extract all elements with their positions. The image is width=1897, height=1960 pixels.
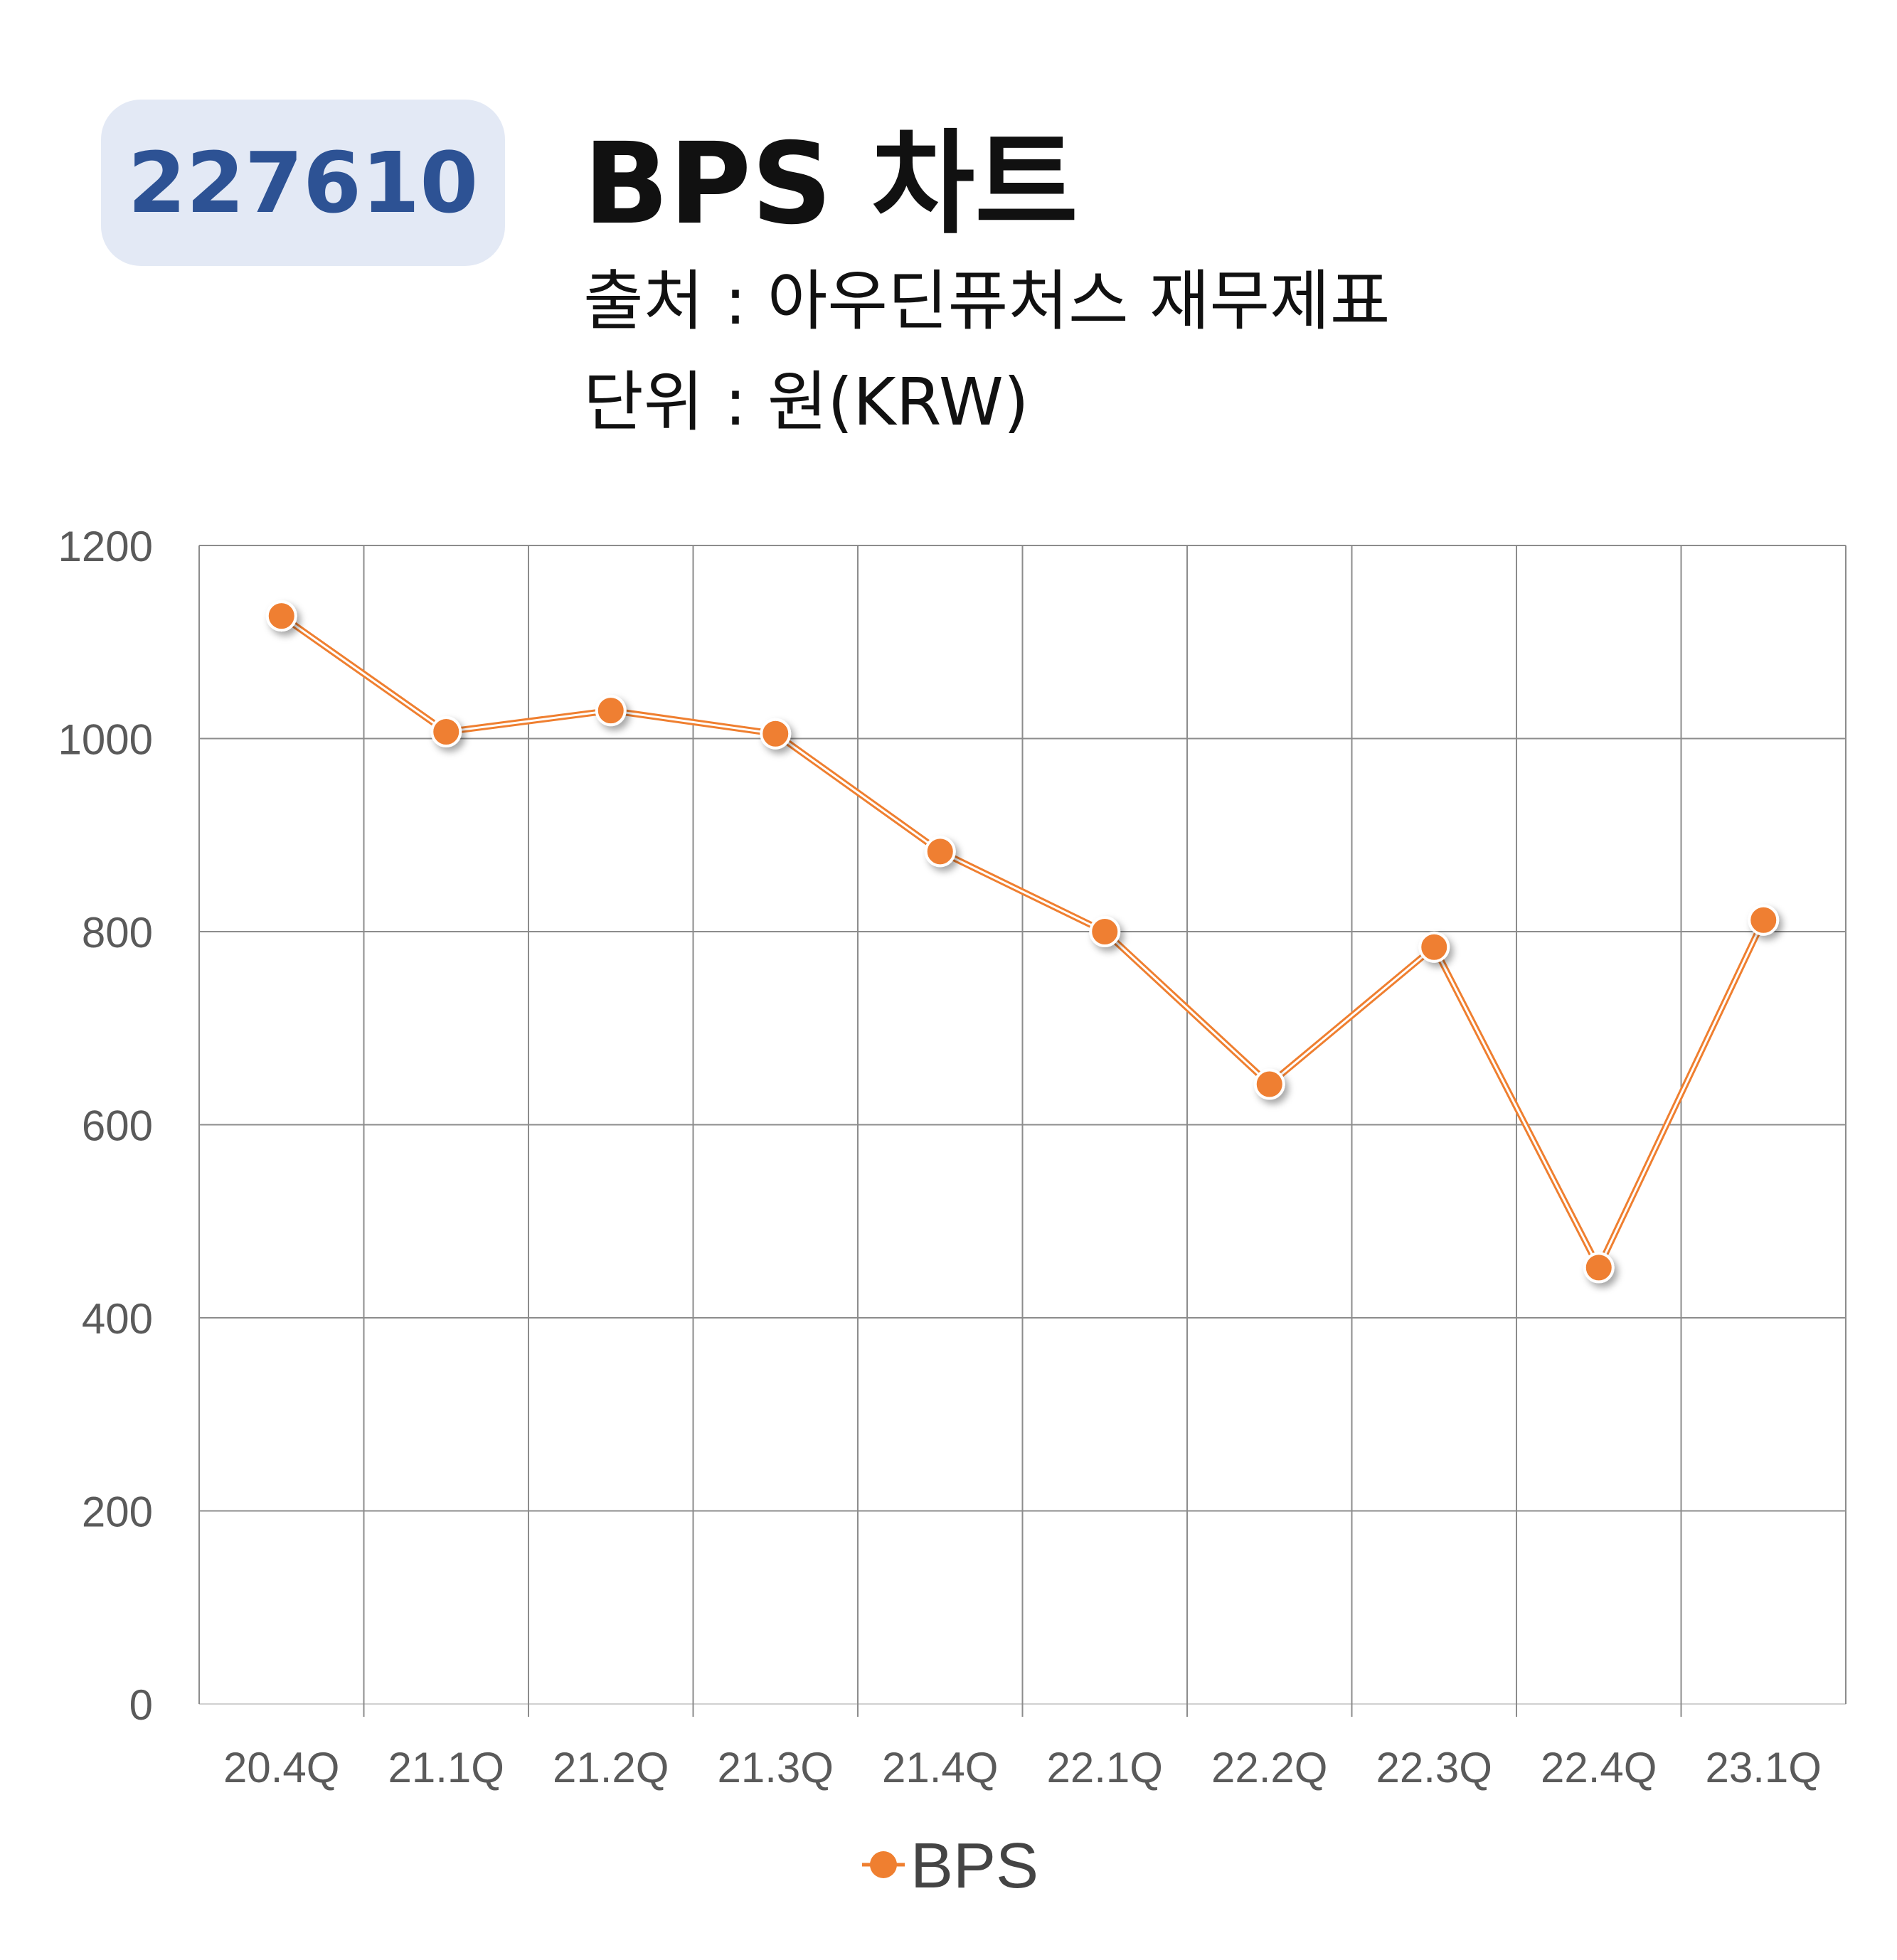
data-point [1253, 1068, 1285, 1100]
x-tick-label: 20.4Q [223, 1744, 339, 1791]
y-tick-label: 400 [82, 1295, 153, 1343]
x-tick-label: 22.4Q [1541, 1744, 1657, 1791]
stock-code: 227610 [127, 134, 479, 232]
x-tick-label: 21.1Q [388, 1744, 504, 1791]
data-point [1418, 931, 1450, 963]
series-line-inner [280, 614, 1765, 1269]
y-tick-label: 600 [82, 1102, 153, 1150]
x-tick-label: 22.1Q [1047, 1744, 1163, 1791]
unit-line: 단위 : 원(KRW) [583, 364, 1029, 440]
y-tick-label: 0 [129, 1681, 153, 1729]
data-point [595, 695, 627, 727]
x-tick-label: 21.3Q [718, 1744, 834, 1791]
y-tick-label: 1000 [58, 716, 153, 764]
x-tick-label: 22.2Q [1211, 1744, 1327, 1791]
chart-grid [198, 545, 1846, 1717]
chart-title: BPS 차트 [583, 119, 1078, 250]
legend: BPS [862, 1831, 1038, 1902]
x-axis-ticks: 20.4Q 21.1Q 21.2Q 21.3Q 21.4Q 22.1Q 22.2Q 22.3Q… [223, 1744, 1822, 1791]
data-point [1583, 1252, 1615, 1284]
data-point [430, 715, 462, 747]
data-point [265, 600, 297, 632]
data-point [1748, 904, 1780, 936]
y-tick-label: 1200 [58, 523, 153, 570]
x-tick-label: 21.2Q [553, 1744, 669, 1791]
legend-label: BPS [910, 1831, 1038, 1902]
data-point [1089, 916, 1121, 947]
data-point [760, 718, 792, 750]
stock-code-badge: 227610 [101, 100, 505, 266]
source-line: 출처 : 아우딘퓨처스 재무제표 [583, 263, 1391, 339]
x-tick-label: 23.1Q [1706, 1744, 1822, 1791]
x-tick-label: 22.3Q [1376, 1744, 1492, 1791]
x-tick-label: 21.4Q [882, 1744, 998, 1791]
y-axis-ticks: 0 200 400 600 800 1000 1200 [58, 523, 153, 1729]
data-point [924, 836, 956, 868]
y-tick-label: 200 [82, 1488, 153, 1536]
y-tick-label: 800 [82, 909, 153, 957]
legend-dot-marker [870, 1851, 897, 1878]
series-line-bps [280, 613, 1767, 1271]
series-points-bps [265, 600, 1780, 1284]
